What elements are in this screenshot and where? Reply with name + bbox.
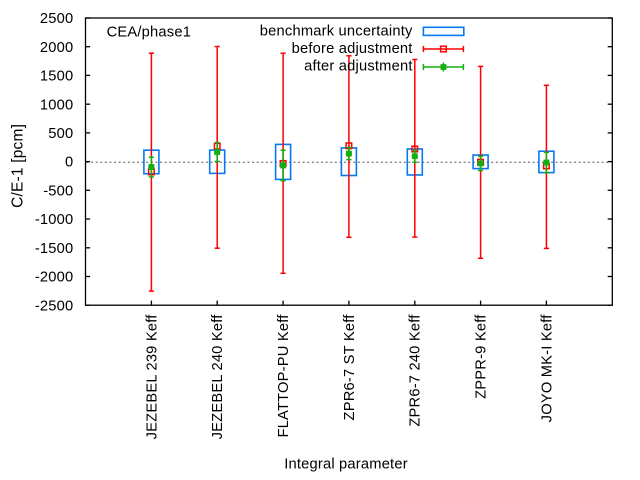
svg-text:1500: 1500 (40, 69, 73, 85)
svg-text:Integral parameter: Integral parameter (284, 456, 408, 472)
svg-text:ZPR6-7 240 Keff: ZPR6-7 240 Keff (408, 314, 424, 427)
svg-text:benchmark uncertainty: benchmark uncertainty (260, 23, 413, 39)
svg-text:C/E-1 [pcm]: C/E-1 [pcm] (9, 124, 26, 208)
svg-text:-2500: -2500 (35, 298, 74, 314)
svg-text:-1500: -1500 (35, 241, 74, 257)
svg-text:500: 500 (48, 126, 73, 142)
svg-text:JEZEBEL 240 Keff: JEZEBEL 240 Keff (210, 314, 226, 440)
svg-text:1000: 1000 (40, 97, 73, 113)
svg-text:2500: 2500 (40, 11, 73, 27)
svg-text:0: 0 (65, 155, 73, 171)
svg-text:FLATTOP-PU Keff: FLATTOP-PU Keff (276, 314, 292, 438)
svg-text:after adjustment: after adjustment (304, 59, 413, 75)
svg-text:JOYO MK-I Keff: JOYO MK-I Keff (539, 314, 555, 423)
svg-text:JEZEBEL 239 Keff: JEZEBEL 239 Keff (144, 314, 160, 440)
svg-text:-2000: -2000 (35, 270, 74, 286)
svg-text:-500: -500 (43, 183, 73, 199)
svg-text:CEA/phase1: CEA/phase1 (107, 25, 191, 41)
svg-text:2000: 2000 (40, 40, 73, 56)
svg-text:before adjustment: before adjustment (292, 41, 413, 57)
svg-text:ZPPR-9 Keff: ZPPR-9 Keff (474, 314, 490, 399)
svg-text:-1000: -1000 (35, 212, 74, 228)
svg-text:ZPR6-7 ST Keff: ZPR6-7 ST Keff (342, 314, 358, 421)
